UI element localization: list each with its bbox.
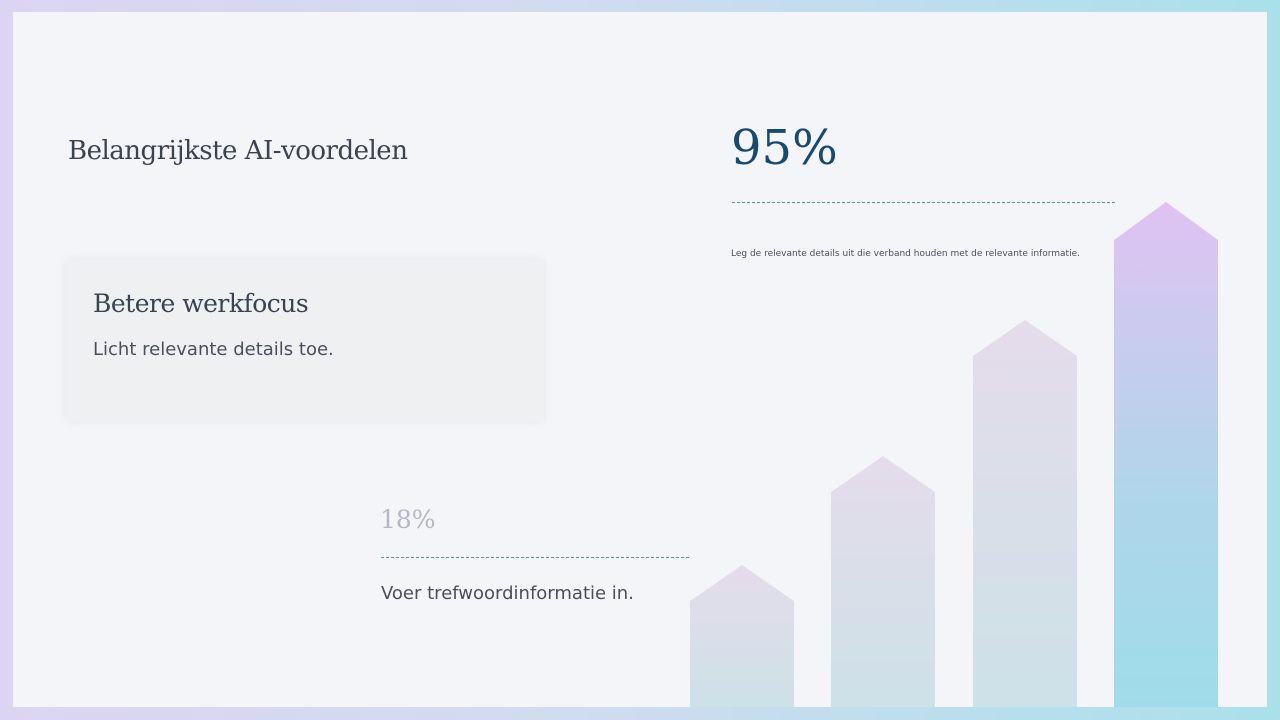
main-stat-description: Leg de relevante details uit die verband…	[731, 249, 1080, 259]
slide: Belangrijkste AI-voordelen Betere werkfo…	[13, 12, 1267, 707]
card-text: Licht relevante details toe.	[93, 339, 334, 360]
secondary-stat-description: Voer trefwoordinformatie in.	[381, 583, 634, 604]
secondary-stat-value: 18%	[380, 505, 436, 534]
divider	[381, 557, 689, 558]
arrow-bar-2	[831, 456, 935, 707]
main-stat-value: 95%	[731, 120, 838, 176]
divider	[732, 202, 1115, 203]
benefit-card: Betere werkfocus Licht relevante details…	[66, 259, 544, 422]
arrow-bar-1	[690, 565, 794, 707]
card-title: Betere werkfocus	[93, 289, 309, 318]
slide-title: Belangrijkste AI-voordelen	[68, 136, 408, 166]
arrow-bar-3	[973, 320, 1077, 707]
arrow-bar-4	[1114, 202, 1218, 707]
growth-arrows	[690, 202, 1218, 707]
